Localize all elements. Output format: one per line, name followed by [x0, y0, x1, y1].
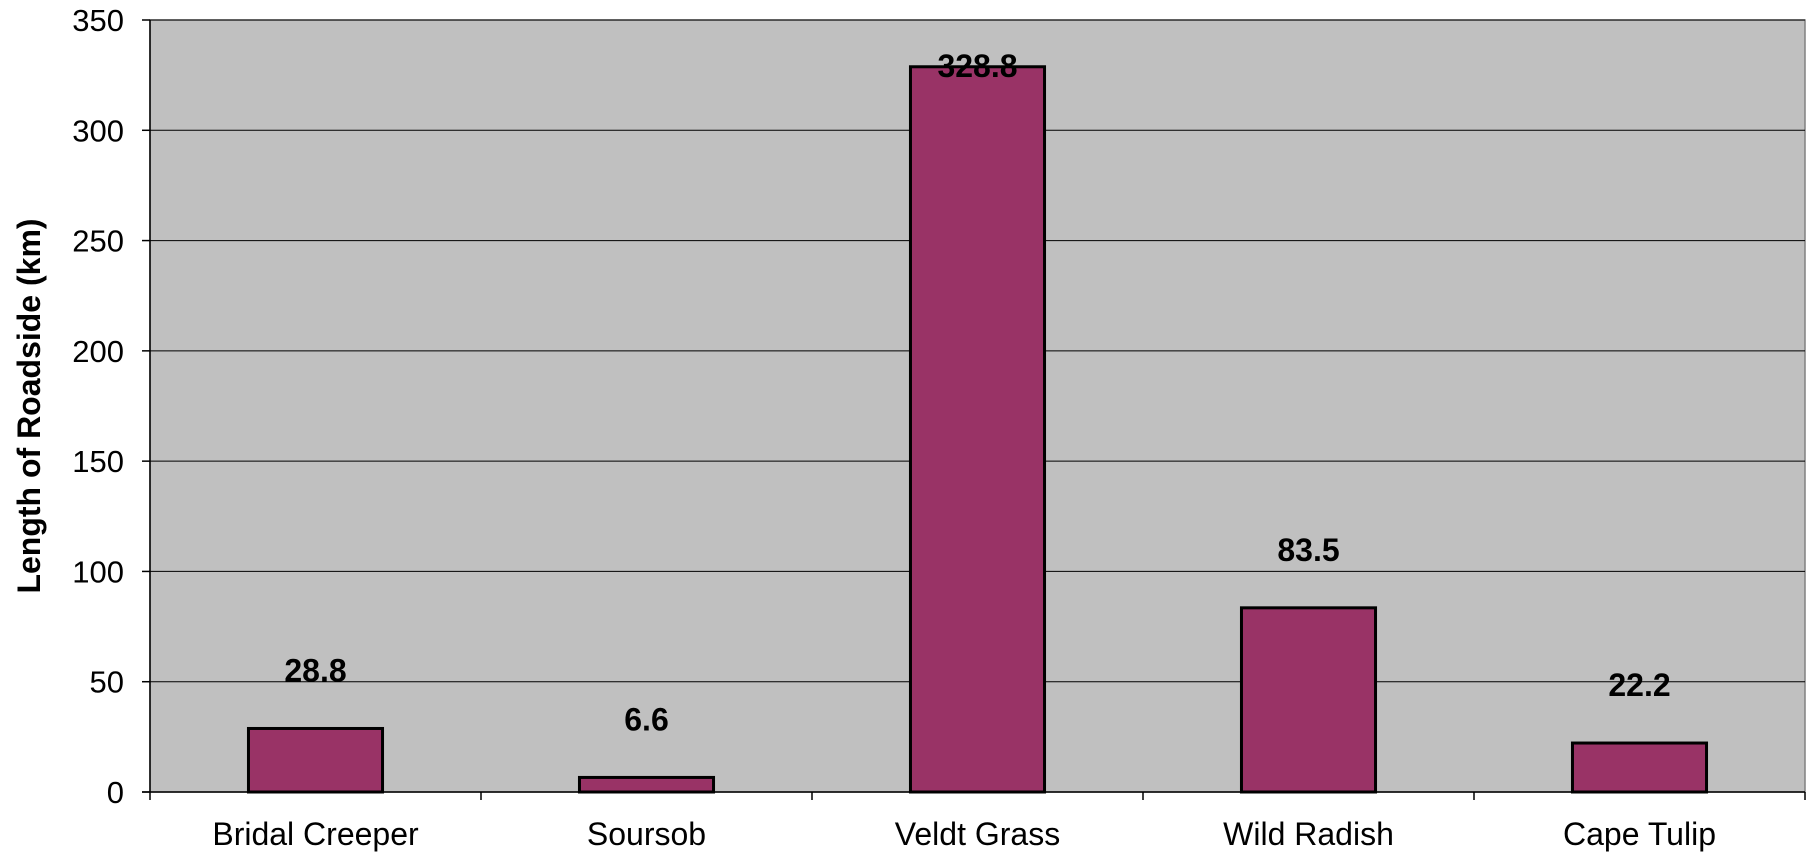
data-label: 28.8 — [284, 652, 346, 688]
y-tick-label: 150 — [72, 444, 124, 479]
y-tick-label: 250 — [72, 224, 124, 259]
bars: 28.8 6.6 328.8 83.5 22.2 — [246, 48, 1709, 794]
x-axis-ticks: Bridal Creeper Soursob Veldt Grass Wild Rad… — [149, 792, 1806, 852]
x-category-label: Wild Radish — [1223, 816, 1394, 852]
data-label: 83.5 — [1277, 532, 1339, 568]
data-label: 328.8 — [937, 48, 1017, 84]
data-label: 6.6 — [624, 701, 668, 737]
y-tick-label: 50 — [90, 665, 124, 700]
x-category-label: Cape Tulip — [1563, 816, 1716, 852]
data-label: 22.2 — [1608, 667, 1670, 703]
bar-wild-radish — [1239, 606, 1378, 794]
y-tick-label: 300 — [72, 113, 124, 148]
y-tick-label: 200 — [72, 334, 124, 369]
x-category-label: Veldt Grass — [895, 816, 1060, 852]
y-tick-label: 350 — [72, 3, 124, 38]
y-axis-title: Length of Roadside (km) — [11, 218, 47, 593]
bar-bridal-creeper — [246, 726, 385, 794]
y-tick-label: 0 — [107, 775, 124, 810]
bar-soursob — [577, 775, 716, 794]
y-tick-label: 100 — [72, 554, 124, 589]
bar-veldt-grass — [908, 65, 1047, 794]
x-category-label: Bridal Creeper — [212, 816, 419, 852]
x-category-label: Soursob — [587, 816, 706, 852]
bar-cape-tulip — [1570, 741, 1709, 794]
y-axis-ticks: 0 50 100 150 200 250 300 350 — [72, 3, 150, 810]
